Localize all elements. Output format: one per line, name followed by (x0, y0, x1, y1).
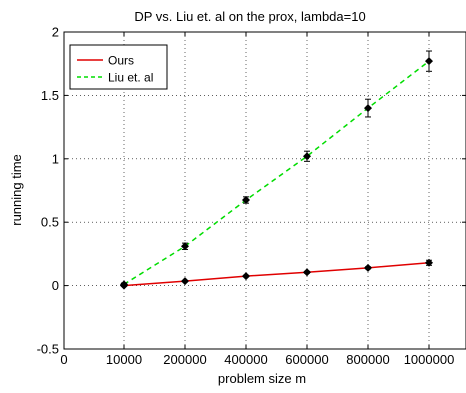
y-tick-label: 2 (52, 25, 59, 40)
y-tick-label: 0 (52, 278, 59, 293)
data-point (425, 57, 433, 66)
data-point (120, 280, 128, 289)
y-tick-label: 1 (52, 151, 59, 166)
x-axis-label: problem size m (218, 371, 306, 386)
y-tick-label: 0.5 (41, 215, 59, 230)
x-tick-label: 0 (60, 352, 67, 367)
data-point (303, 152, 311, 161)
y-tick-label: -0.5 (37, 342, 59, 357)
chart-title: DP vs. Liu et. al on the prox, lambda=10 (134, 9, 365, 24)
data-point (364, 263, 372, 272)
x-tick-label: 400000 (224, 352, 267, 367)
x-tick-label: 10000 (106, 352, 142, 367)
data-point (181, 242, 189, 251)
series-line (123, 262, 430, 287)
data-point (242, 196, 250, 205)
legend-label-liu: Liu et. al (108, 71, 153, 85)
data-point (425, 258, 433, 267)
x-tick-label: 200000 (163, 352, 206, 367)
axis-ticks: -0.500.511.520 10000 200000 400000 600000 800… (37, 25, 466, 367)
series-liu-et-al (120, 50, 433, 289)
x-tick-label: 800000 (346, 352, 389, 367)
x-tick-label: 1000000 (404, 352, 455, 367)
data-point (303, 268, 311, 277)
y-tick-label: 1.5 (41, 88, 59, 103)
legend-label-ours: Ours (108, 54, 134, 68)
legend-box (69, 44, 168, 90)
y-axis-label: running time (9, 154, 24, 226)
x-tick-label: 600000 (285, 352, 328, 367)
data-point (242, 272, 250, 281)
plot-frame (63, 31, 466, 350)
data-point (364, 104, 372, 113)
series-layer (120, 50, 433, 290)
legend: Ours Liu et. al (69, 44, 168, 90)
data-point (181, 277, 189, 286)
